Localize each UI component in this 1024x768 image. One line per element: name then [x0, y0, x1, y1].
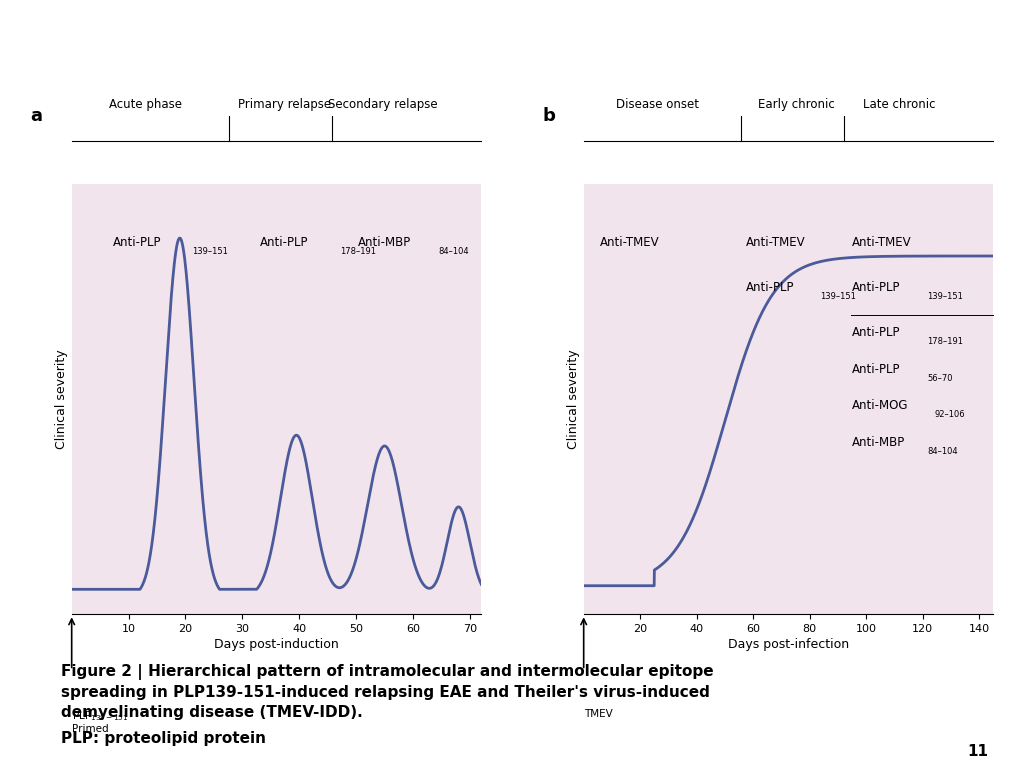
- Text: Anti-MBP: Anti-MBP: [358, 236, 412, 249]
- Text: Anti-PLP: Anti-PLP: [745, 281, 794, 294]
- Y-axis label: Clinical severity: Clinical severity: [566, 349, 580, 449]
- Text: 11: 11: [967, 743, 988, 759]
- Text: Anti-MBP: Anti-MBP: [852, 436, 905, 449]
- Text: Anti-PLP: Anti-PLP: [852, 326, 900, 339]
- Text: 139–151: 139–151: [820, 292, 856, 301]
- Text: Anti-TMEV: Anti-TMEV: [852, 236, 911, 249]
- Text: 178–191: 178–191: [340, 247, 376, 256]
- Text: Disease onset: Disease onset: [615, 98, 699, 111]
- Text: Anti-MOG: Anti-MOG: [852, 399, 908, 412]
- Text: Acute phase: Acute phase: [109, 98, 182, 111]
- Text: Anti-PLP: Anti-PLP: [113, 236, 161, 249]
- Text: PLP: proteolipid protein: PLP: proteolipid protein: [61, 731, 266, 746]
- Text: Anti-TMEV: Anti-TMEV: [600, 236, 659, 249]
- Text: 178–191: 178–191: [927, 337, 963, 346]
- Text: PLP$_{139-151}$
Primed: PLP$_{139-151}$ Primed: [72, 709, 128, 734]
- Text: Secondary relapse: Secondary relapse: [328, 98, 438, 111]
- Text: 84–104: 84–104: [927, 447, 957, 455]
- Text: a: a: [31, 107, 43, 125]
- Text: Anti-PLP: Anti-PLP: [852, 281, 900, 294]
- X-axis label: Days post-infection: Days post-infection: [728, 638, 849, 651]
- Text: 92–106: 92–106: [934, 410, 965, 419]
- X-axis label: Days post-induction: Days post-induction: [214, 638, 339, 651]
- Text: Anti-PLP: Anti-PLP: [852, 362, 900, 376]
- Text: 56–70: 56–70: [927, 373, 952, 382]
- Text: 84–104: 84–104: [438, 247, 469, 256]
- Text: Early chronic: Early chronic: [759, 98, 835, 111]
- Text: 139–151: 139–151: [193, 247, 228, 256]
- Text: Figure 2 | Hierarchical pattern of intramolecular and intermolecular epitope
spr: Figure 2 | Hierarchical pattern of intra…: [61, 664, 714, 720]
- Text: Primary relapse: Primary relapse: [239, 98, 331, 111]
- Text: TMEV: TMEV: [584, 709, 612, 719]
- Text: Late chronic: Late chronic: [863, 98, 935, 111]
- Text: 139–151: 139–151: [927, 292, 963, 301]
- Text: Anti-TMEV: Anti-TMEV: [745, 236, 805, 249]
- Y-axis label: Clinical severity: Clinical severity: [54, 349, 68, 449]
- Text: b: b: [543, 107, 556, 125]
- Text: Anti-PLP: Anti-PLP: [260, 236, 308, 249]
